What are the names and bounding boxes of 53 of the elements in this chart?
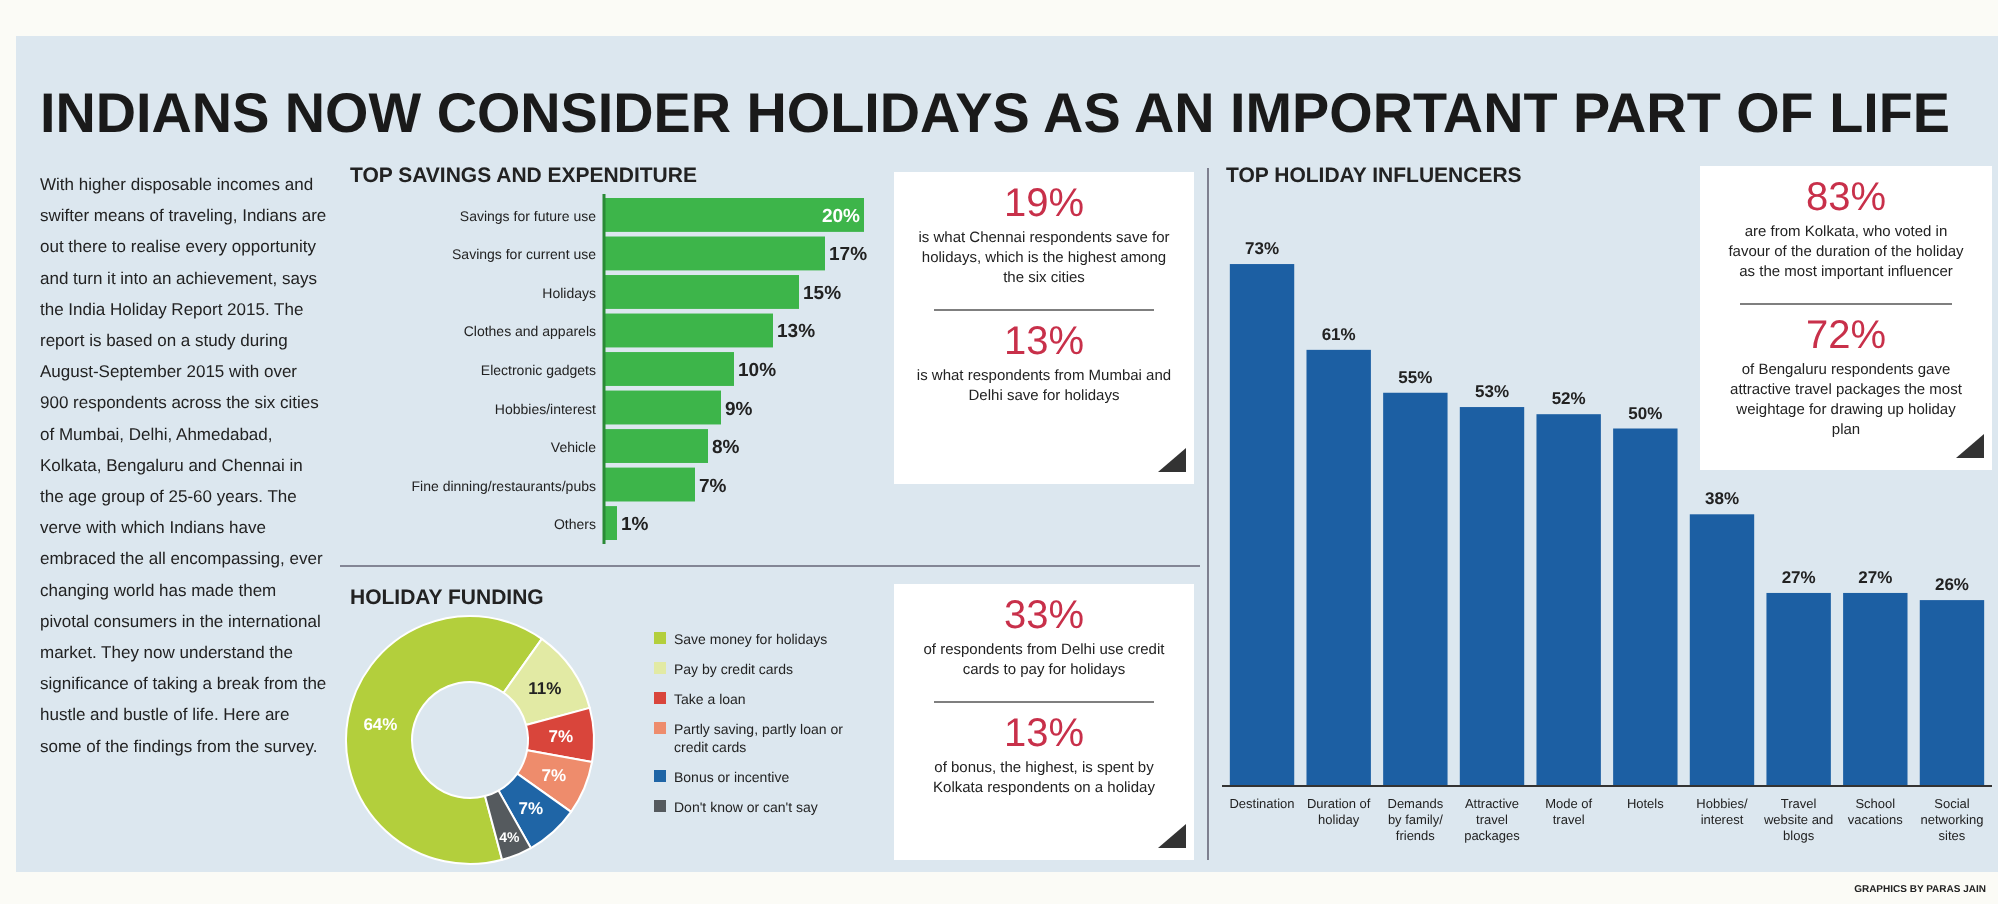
data-label: 13% [777, 321, 817, 344]
data-label: 52% [1551, 388, 1587, 409]
data-label: 27% [1781, 566, 1817, 587]
data-label: 7% [699, 475, 728, 498]
text: 19% [1003, 182, 1085, 226]
bar [604, 352, 734, 386]
chart-title: TOP SAVINGS AND EXPENDITURE [350, 164, 697, 188]
bar [1766, 592, 1831, 786]
text: INDIANS NOW CONSIDER HOLIDAYS AS AN IMPORTANT PART OF LIFE [40, 82, 1951, 144]
data-label: 7% [541, 765, 568, 786]
bar [1306, 349, 1371, 786]
data-label: 1% [621, 514, 650, 537]
data-label: 73% [1245, 238, 1280, 259]
data-label: 38% [1704, 488, 1740, 509]
data-label: 61% [1321, 323, 1357, 344]
text: 13% [1003, 320, 1085, 364]
data-label: 27% [1858, 566, 1894, 587]
bar [1383, 392, 1448, 786]
chart-title: TOP HOLIDAY INFLUENCERS [1226, 164, 1522, 188]
bar [1919, 600, 1985, 786]
data-label: 53% [1474, 381, 1510, 402]
bar [1613, 428, 1678, 786]
data-label: 50% [1628, 402, 1664, 423]
text: 33% [1003, 594, 1085, 638]
bar [604, 467, 695, 502]
bar [1843, 592, 1908, 786]
data-label: 17% [829, 244, 869, 267]
bar [604, 429, 708, 463]
annotation: 72% [1805, 314, 1887, 358]
data-label: 7% [548, 726, 575, 747]
data-label: 7% [518, 797, 545, 818]
text: With higher disposable incomes and swifter means of traveling, Indians are out there to realise every opportunity and turn it into an achievement, says the India Holiday Report 2015. The report is based on a study during August-September 2015 with over 900 respondents across the six cities of Mumbai, Delhi, Ahmedabad, Kolkata, Bengaluru and Chennai in the age group of 25-60 years. The verve with which Indians have embraced the all encompassing, ever changing world has made them pivotal consumers in the international market. They now understand the significance of taking a break from the hustle and bustle of life. Here are some of the findings from the survey. [40, 174, 327, 756]
text: 13% [1003, 712, 1085, 756]
bar [1229, 264, 1295, 786]
bar [604, 313, 773, 348]
bar [1689, 514, 1755, 786]
data-label: 11% [528, 678, 563, 699]
chart-title: HOLIDAY FUNDING [350, 586, 544, 610]
bar [604, 275, 799, 309]
data-label: 20% [821, 205, 862, 228]
bar [604, 198, 864, 232]
bar [1536, 414, 1601, 786]
data-label: 26% [1934, 574, 1970, 595]
data-label: 8% [712, 437, 741, 460]
bar [604, 390, 721, 425]
data-label: 9% [725, 398, 754, 421]
data-label: 15% [803, 282, 843, 305]
data-label: 10% [738, 360, 778, 382]
bar [604, 236, 825, 271]
data-label: 64% [363, 713, 399, 734]
bar [1459, 407, 1525, 786]
text: 83% [1805, 176, 1887, 220]
data-label: 55% [1398, 366, 1434, 387]
